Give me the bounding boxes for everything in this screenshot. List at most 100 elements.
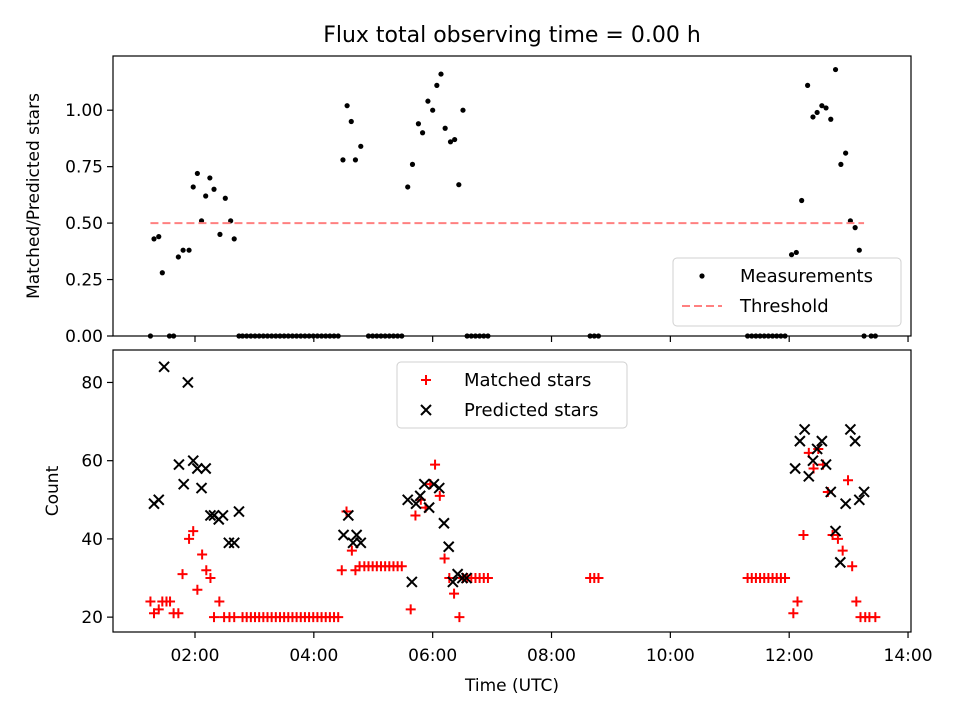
data-point xyxy=(159,270,165,276)
data-point xyxy=(190,184,196,190)
data-point xyxy=(805,82,811,88)
plot-area xyxy=(145,361,881,623)
data-point xyxy=(849,435,861,447)
data-point xyxy=(792,596,803,607)
legend-box xyxy=(396,361,628,429)
y-tick-label: 1.00 xyxy=(65,101,103,121)
legend-label: Measurements xyxy=(740,266,873,287)
data-point xyxy=(788,608,799,619)
data-point xyxy=(173,608,184,619)
legend-swatch xyxy=(421,375,431,385)
data-point xyxy=(211,186,217,192)
y-tick-label: 20 xyxy=(81,608,103,628)
data-point xyxy=(352,157,359,163)
data-point xyxy=(423,501,435,514)
data-point xyxy=(396,561,407,572)
data-point xyxy=(346,545,357,556)
data-point xyxy=(158,361,170,373)
data-point xyxy=(228,537,240,549)
data-point xyxy=(187,454,199,467)
data-point xyxy=(829,525,842,537)
data-point xyxy=(870,612,881,623)
data-point xyxy=(844,423,857,436)
data-point xyxy=(430,459,441,470)
axes-frame xyxy=(112,55,912,337)
data-point xyxy=(205,573,216,584)
data-point xyxy=(203,193,209,199)
data-point xyxy=(442,125,448,131)
data-point xyxy=(217,231,223,237)
y-tick-label: 0.25 xyxy=(65,271,103,291)
y-tick-label: 0.75 xyxy=(65,158,103,178)
data-point xyxy=(418,478,431,490)
data-point xyxy=(438,71,444,77)
data-point xyxy=(233,505,245,518)
y-tick-label: 0.50 xyxy=(65,214,103,234)
data-point xyxy=(853,494,866,506)
data-point xyxy=(847,561,858,572)
axes-frame xyxy=(112,349,912,633)
data-point xyxy=(454,612,465,623)
data-point xyxy=(456,572,469,584)
data-point xyxy=(798,530,809,541)
data-point xyxy=(204,509,217,522)
data-point xyxy=(337,529,350,541)
data-point xyxy=(460,572,473,584)
data-point xyxy=(180,247,186,253)
data-point xyxy=(151,236,157,242)
data-point xyxy=(834,556,846,569)
data-point xyxy=(814,109,820,116)
data-point xyxy=(350,529,363,541)
y-tick-label: 0.00 xyxy=(65,327,103,347)
data-point xyxy=(433,482,445,494)
data-point xyxy=(832,533,843,544)
data-point xyxy=(837,545,848,556)
data-point xyxy=(199,462,212,475)
data-point xyxy=(194,170,200,177)
data-point xyxy=(342,509,355,522)
data-point xyxy=(231,236,237,242)
data-point xyxy=(207,175,213,181)
x-tick-label: 10:00 xyxy=(646,646,695,666)
legend-label: Threshold xyxy=(739,296,829,317)
data-point xyxy=(214,596,225,607)
data-point xyxy=(434,82,440,88)
x-tick-label: 02:00 xyxy=(170,646,219,666)
data-point xyxy=(178,478,190,490)
data-point xyxy=(482,573,493,584)
data-point xyxy=(593,573,604,584)
data-point xyxy=(405,184,411,190)
data-point xyxy=(415,121,422,127)
data-point xyxy=(156,234,162,240)
data-point xyxy=(823,105,829,111)
data-point xyxy=(780,573,791,584)
data-point xyxy=(443,541,455,553)
data-point xyxy=(410,498,422,510)
data-point xyxy=(803,470,815,483)
legend-label: Matched stars xyxy=(464,370,591,391)
data-point xyxy=(175,254,181,260)
chart-title: Flux total observing time = 0.00 h xyxy=(323,23,701,48)
data-point xyxy=(798,423,811,436)
data-point xyxy=(843,475,854,486)
data-point xyxy=(452,136,458,143)
data-point xyxy=(819,103,825,109)
legend: Measurements Threshold xyxy=(672,257,902,327)
y-axis-label: Matched/Predicted stars xyxy=(24,93,44,299)
data-point xyxy=(843,150,849,156)
data-point xyxy=(438,517,450,529)
data-point xyxy=(447,139,454,145)
legend-swatch xyxy=(699,273,705,279)
series-predicted-stars xyxy=(148,361,870,588)
y-tick-label: 60 xyxy=(81,452,103,472)
data-point xyxy=(188,526,199,537)
data-point xyxy=(825,486,837,498)
data-point xyxy=(340,157,346,163)
data-point xyxy=(856,247,862,253)
x-tick-label: 14:00 xyxy=(884,646,933,666)
data-point xyxy=(191,462,204,475)
data-point xyxy=(430,107,436,113)
data-point xyxy=(419,130,426,136)
data-point xyxy=(184,533,195,544)
